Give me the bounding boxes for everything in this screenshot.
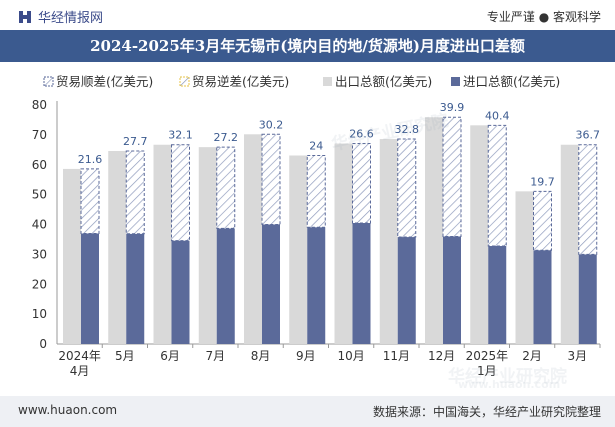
watermark: 华经产业研究院 [448,367,567,387]
top-bar: 华经情报网 专业严谨 ● 客观科学 [0,0,615,30]
x-tick-label: 3月 [568,349,588,363]
x-tick-label: 9月 [296,349,316,363]
export-bar[interactable] [515,191,534,344]
export-bar[interactable] [560,144,579,344]
import-bar[interactable] [352,223,371,344]
y-tick-label: 10 [32,307,47,321]
watermark: www.huaon.com [458,378,561,391]
surplus-bar[interactable] [578,144,598,255]
x-tick-label: 12月 [428,349,455,363]
import-bar[interactable] [126,233,145,344]
legend-label[interactable]: 贸易顺差(亿美元) [56,74,153,89]
surplus-bar[interactable] [442,116,462,237]
legend-swatch[interactable] [43,76,54,87]
footer: www.huaon.com 数据来源：中国海关，华经产业研究院整理 [0,396,615,427]
x-tick-label: 2月 [522,349,542,363]
export-bar[interactable] [244,134,262,344]
tagline: 专业严谨 ● 客观科学 [486,10,601,24]
y-tick-label: 30 [32,247,47,261]
x-tick-label: 7月 [206,349,226,363]
legend-swatch[interactable] [451,77,460,86]
export-bar[interactable] [334,143,353,344]
export-bar[interactable] [153,144,172,344]
legend-label[interactable]: 出口总额(亿美元) [335,74,432,89]
surplus-bar[interactable] [533,190,552,251]
export-bar[interactable] [198,147,217,344]
brand-logo-icon [19,11,31,23]
data-label: 26.6 [349,128,374,141]
import-bar[interactable] [307,227,326,344]
y-tick-label: 0 [39,337,47,351]
data-label: 36.7 [576,129,601,142]
legend: 贸易顺差(亿美元) 贸易逆差(亿美元) 出口总额(亿美元) 进口总额(亿美元) [43,74,560,89]
y-tick-label: 20 [32,277,47,291]
data-label: 24 [309,139,323,152]
data-label: 32.1 [168,129,193,142]
data-label: 30.2 [259,118,284,131]
surplus-bar[interactable] [397,138,417,238]
data-labels: 21.6 27.7 32.1 27.2 30.2 24 26.6 32.8 39.9 40.4 19… [78,101,600,188]
y-tick-label: 50 [32,188,47,202]
data-label: 27.7 [123,135,148,148]
x-tick-label: 2025年 [466,349,509,363]
export-bar[interactable] [108,151,127,344]
data-label: 32.8 [395,123,420,136]
y-tick-label: 80 [32,98,47,112]
x-tick-label: 5月 [115,349,135,363]
data-source: 数据来源：中国海关，华经产业研究院整理 [372,405,601,419]
brand-name: 华经情报网 [38,11,104,26]
x-tick-label: 8月 [251,349,271,363]
import-bar[interactable] [533,250,552,344]
data-label: 40.4 [485,109,510,122]
data-label: 21.6 [78,153,103,166]
export-bar[interactable] [379,139,398,344]
x-tick-label: 1月 [477,364,497,378]
x-tick-label: 4月 [70,364,90,378]
x-tick-label: 2024年 [58,349,101,363]
surplus-bar[interactable] [125,150,145,235]
legend-swatch[interactable] [179,76,190,87]
export-bar[interactable] [425,117,443,344]
export-bar[interactable] [289,155,308,344]
import-bar[interactable] [578,254,597,344]
export-bar[interactable] [63,168,81,344]
surplus-bar[interactable] [487,124,507,247]
surplus-bar[interactable] [352,143,371,224]
website-link[interactable]: www.huaon.com [18,403,118,417]
surplus-bar[interactable] [306,154,326,228]
y-tick-label: 70 [32,128,47,142]
surplus-bar[interactable] [171,144,190,242]
y-tick-label: 40 [32,218,47,232]
chart-title: 2024-2025年3月年无锡市(境内目的地/货源地)月度进出口差额 [0,30,615,62]
brand[interactable]: 华经情报网 [18,7,103,26]
x-tick-label: 6月 [160,349,180,363]
data-label: 39.9 [440,101,465,114]
import-bar[interactable] [216,228,235,344]
x-tick-label: 11月 [383,349,410,363]
bars [63,116,598,345]
legend-label[interactable]: 进口总额(亿美元) [463,74,560,89]
surplus-bar[interactable] [216,146,236,229]
surplus-bar[interactable] [80,168,100,234]
chart-area: 贸易顺差(亿美元) 贸易逆差(亿美元) 出口总额(亿美元) 进口总额(亿美元) 0 10… [32,74,601,378]
x-tick-label: 10月 [337,349,364,363]
import-bar[interactable] [397,237,416,344]
legend-label[interactable]: 贸易逆差(亿美元) [192,74,289,89]
import-bar[interactable] [171,240,190,344]
y-tick-label: 60 [32,158,47,172]
surplus-bar[interactable] [261,133,281,225]
data-label: 27.2 [214,131,239,144]
data-label: 19.7 [530,175,555,188]
import-bar[interactable] [488,246,507,344]
legend-swatch[interactable] [323,77,332,86]
import-bar[interactable] [81,233,99,344]
export-bar[interactable] [470,125,489,344]
import-bar[interactable] [443,236,461,344]
import-bar[interactable] [262,224,280,345]
